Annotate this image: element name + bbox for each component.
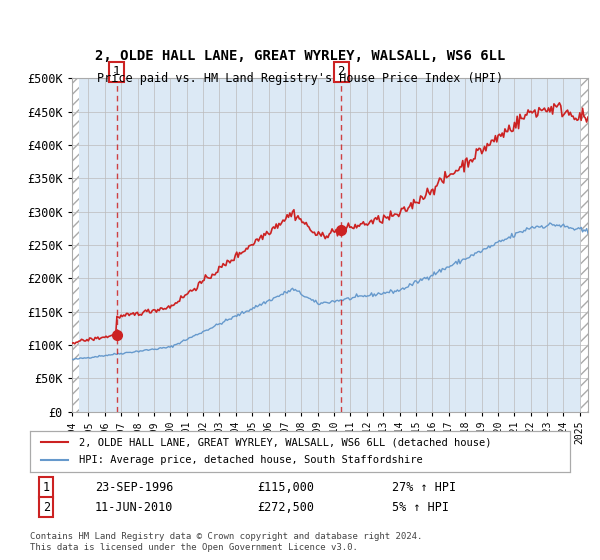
Bar <box>72 78 79 412</box>
Text: 11-JUN-2010: 11-JUN-2010 <box>95 501 173 514</box>
Text: 2, OLDE HALL LANE, GREAT WYRLEY, WALSALL, WS6 6LL (detached house): 2, OLDE HALL LANE, GREAT WYRLEY, WALSALL… <box>79 437 491 447</box>
Text: £115,000: £115,000 <box>257 481 314 494</box>
Text: 2: 2 <box>43 501 50 514</box>
Text: £272,500: £272,500 <box>257 501 314 514</box>
Text: 27% ↑ HPI: 27% ↑ HPI <box>392 481 456 494</box>
Bar <box>581 78 589 412</box>
Text: Price paid vs. HM Land Registry's House Price Index (HPI): Price paid vs. HM Land Registry's House … <box>97 72 503 85</box>
Text: 2, OLDE HALL LANE, GREAT WYRLEY, WALSALL, WS6 6LL: 2, OLDE HALL LANE, GREAT WYRLEY, WALSALL… <box>95 49 505 63</box>
Text: 23-SEP-1996: 23-SEP-1996 <box>95 481 173 494</box>
Text: Contains HM Land Registry data © Crown copyright and database right 2024.
This d: Contains HM Land Registry data © Crown c… <box>30 533 422 552</box>
Text: 1: 1 <box>43 481 50 494</box>
Text: 5% ↑ HPI: 5% ↑ HPI <box>392 501 449 514</box>
Text: HPI: Average price, detached house, South Staffordshire: HPI: Average price, detached house, Sout… <box>79 455 422 465</box>
Text: 1: 1 <box>113 66 121 78</box>
Text: 2: 2 <box>338 66 345 78</box>
